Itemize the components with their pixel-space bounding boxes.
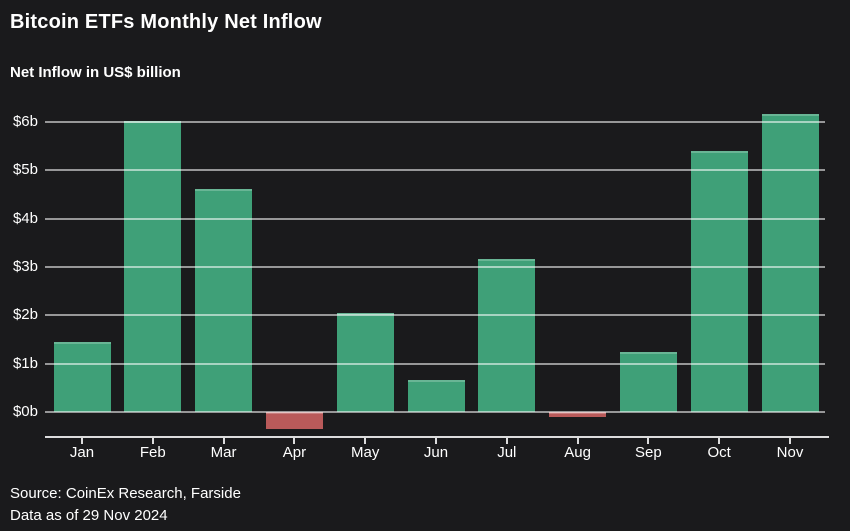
x-axis-label-jul: Jul xyxy=(497,444,517,461)
x-axis-label-nov: Nov xyxy=(776,444,804,461)
y-axis-label-$3b: $3b xyxy=(12,258,38,275)
bar-jan xyxy=(53,341,111,412)
gridline-$0b xyxy=(45,411,825,413)
gridline-$1b xyxy=(45,362,825,365)
x-tick-nov xyxy=(789,438,791,444)
x-axis-label-sep: Sep xyxy=(635,444,662,461)
chart-title: Bitcoin ETFs Monthly Net Inflow xyxy=(10,11,322,33)
x-axis-label-may: May xyxy=(351,444,380,461)
source-note: Source: CoinEx Research, Farside xyxy=(10,485,241,502)
bar-sep xyxy=(619,351,677,412)
x-axis-label-aug: Aug xyxy=(564,444,591,461)
x-tick-sep xyxy=(647,438,650,444)
x-tick-jun xyxy=(435,438,437,444)
x-axis-label-jan: Jan xyxy=(69,444,95,461)
bar-may xyxy=(336,312,394,412)
x-axis-line xyxy=(45,436,829,438)
y-axis-label-$2b: $2b xyxy=(12,306,38,324)
gridline-$2b xyxy=(45,314,825,317)
x-tick-oct xyxy=(718,438,721,444)
x-axis-label-feb: Feb xyxy=(139,444,166,461)
bar-oct xyxy=(690,151,748,412)
x-axis-label-mar: Mar xyxy=(210,444,237,461)
x-axis-label-apr: Apr xyxy=(282,444,307,461)
gridline-$5b xyxy=(45,169,825,172)
x-tick-feb xyxy=(151,438,154,444)
gridline-$6b xyxy=(45,121,825,124)
x-tick-apr xyxy=(293,438,296,444)
y-axis-label-$0b: $0b xyxy=(12,403,38,420)
bar-mar xyxy=(195,188,253,412)
x-tick-mar xyxy=(222,438,225,444)
y-axis-label-$6b: $6b xyxy=(12,113,38,131)
chart-footer: Source: CoinEx Research, Farside Data as… xyxy=(10,483,241,527)
data-as-of-note: Data as of 29 Nov 2024 xyxy=(10,507,168,524)
gridline-$3b xyxy=(45,266,825,268)
bar-apr xyxy=(265,412,323,429)
x-axis-label-jun: Jun xyxy=(423,444,449,461)
y-axis-label-$1b: $1b xyxy=(12,354,38,372)
y-axis-label-$5b: $5b xyxy=(12,161,38,179)
chart-subtitle: Net Inflow in US$ billion xyxy=(10,64,181,81)
x-tick-jan xyxy=(81,438,83,444)
y-axis-label-$4b: $4b xyxy=(12,209,38,227)
bar-jul xyxy=(478,259,536,412)
x-tick-jul xyxy=(505,438,508,444)
x-tick-aug xyxy=(576,438,579,444)
bar-nov xyxy=(761,114,819,412)
bar-jun xyxy=(407,380,465,412)
gridline-$4b xyxy=(45,217,825,220)
x-axis-label-oct: Oct xyxy=(707,444,731,461)
x-tick-may xyxy=(364,438,367,444)
